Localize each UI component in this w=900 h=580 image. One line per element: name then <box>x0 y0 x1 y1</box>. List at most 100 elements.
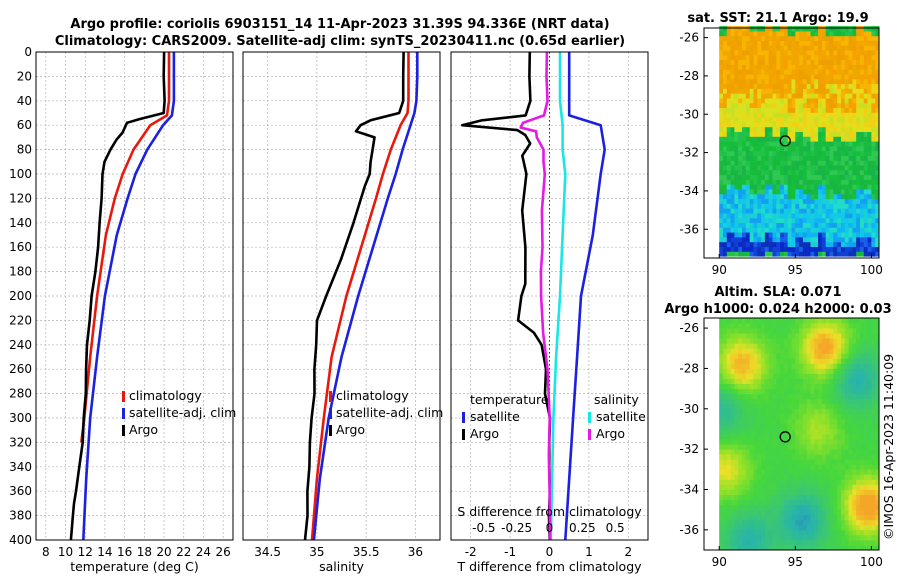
heatmap-cell <box>867 59 872 65</box>
heatmap-cell <box>742 169 747 176</box>
heatmap-cell <box>802 333 808 339</box>
heatmap-cell <box>856 403 861 410</box>
heatmap-cell <box>764 353 770 359</box>
heatmap-cell <box>837 241 842 247</box>
heatmap-cell <box>730 88 735 94</box>
heatmap-cell <box>757 318 762 324</box>
heatmap-cell <box>848 208 853 214</box>
heatmap-cell <box>863 160 869 166</box>
heatmap-cell <box>841 93 846 99</box>
heatmap-cell <box>768 179 773 185</box>
heatmap-cell <box>852 64 857 70</box>
heatmap-cell <box>852 59 857 65</box>
heatmap-cell <box>745 514 751 521</box>
heatmap-cell <box>726 378 732 384</box>
heatmap-cell <box>852 509 857 516</box>
heatmap-cell <box>852 534 857 541</box>
heatmap-cell <box>757 35 762 41</box>
heatmap-cell <box>821 504 827 511</box>
heatmap-cell <box>787 338 792 344</box>
heatmap-cell <box>863 499 869 506</box>
heatmap-cell <box>787 107 792 113</box>
heatmap-cell <box>821 524 827 531</box>
heatmap-cell <box>799 145 804 152</box>
heatmap-cell <box>829 439 834 445</box>
heatmap-cell <box>802 343 808 349</box>
heatmap-cell <box>856 198 861 204</box>
heatmap-cell <box>848 489 853 495</box>
heatmap-cell <box>772 343 777 349</box>
heatmap-cell <box>799 160 804 166</box>
heatmap-cell <box>867 208 872 214</box>
heatmap-cell <box>841 413 846 420</box>
heatmap-cell <box>825 519 830 526</box>
heatmap-cell <box>795 393 800 400</box>
heatmap-cell <box>829 50 834 56</box>
heatmap-cell <box>802 78 808 85</box>
heatmap-cell <box>795 423 800 430</box>
heatmap-cell <box>742 251 747 257</box>
heatmap-cell <box>799 88 804 94</box>
heatmap-cell <box>719 474 724 480</box>
heatmap-cell <box>806 393 811 400</box>
s-diff-tick-label: 0 <box>546 521 554 535</box>
heatmap-cell <box>726 246 732 252</box>
heatmap-cell <box>818 155 823 161</box>
heatmap-cell <box>875 189 880 195</box>
heatmap-cell <box>757 59 762 65</box>
sla-map-panel: 90 95 100-36-34-32-30-28-26 <box>679 317 883 569</box>
heatmap-cell <box>860 78 865 85</box>
heatmap-cell <box>742 203 747 209</box>
heatmap-cell <box>837 107 842 113</box>
heatmap-cell <box>764 509 770 516</box>
heatmap-cell <box>825 93 830 99</box>
heatmap-cell <box>719 423 724 430</box>
heatmap-cell <box>799 50 804 56</box>
y-tick-label: -32 <box>679 146 699 160</box>
heatmap-cell <box>871 174 876 180</box>
heatmap-cell <box>833 545 838 551</box>
heatmap-cell <box>871 236 876 243</box>
heatmap-cell <box>867 236 872 243</box>
heatmap-cell <box>875 504 880 511</box>
heatmap-cell <box>730 45 735 51</box>
heatmap-cell <box>776 102 781 108</box>
heatmap-cell <box>730 54 735 61</box>
heatmap-cell <box>738 373 743 379</box>
heatmap-cell <box>761 169 766 176</box>
heatmap-cell <box>745 383 751 390</box>
series-satellite-adj-clim <box>82 52 176 541</box>
heatmap-cell <box>860 40 865 46</box>
heatmap-cell <box>738 423 743 430</box>
heatmap-cell <box>871 241 876 247</box>
heatmap-cell <box>810 198 815 204</box>
heatmap-cell <box>795 155 800 161</box>
heatmap-cell <box>829 504 834 511</box>
heatmap-cell <box>818 189 823 195</box>
heatmap-cell <box>799 222 804 228</box>
heatmap-cell <box>757 88 762 94</box>
heatmap-cell <box>814 318 819 324</box>
heatmap-cell <box>730 368 735 374</box>
heatmap-cell <box>863 150 869 156</box>
heatmap-cell <box>749 378 754 384</box>
heatmap-cell <box>723 403 728 410</box>
heatmap-cell <box>856 444 861 450</box>
heatmap-cell <box>821 54 827 61</box>
heatmap-cell <box>856 333 861 339</box>
heatmap-cell <box>837 236 842 243</box>
heatmap-cell <box>772 78 777 85</box>
heatmap-cell <box>871 165 876 171</box>
heatmap-cell <box>852 343 857 349</box>
heatmap-cell <box>742 494 747 500</box>
heatmap-cell <box>791 189 796 195</box>
heatmap-cell <box>802 179 808 185</box>
heatmap-cell <box>871 474 876 480</box>
heatmap-cell <box>806 534 811 541</box>
heatmap-cell <box>738 408 743 415</box>
heatmap-cell <box>863 388 869 395</box>
heatmap-cell <box>734 112 739 118</box>
heatmap-cell <box>776 545 781 551</box>
heatmap-cell <box>734 418 739 425</box>
heatmap-cell <box>761 88 766 94</box>
